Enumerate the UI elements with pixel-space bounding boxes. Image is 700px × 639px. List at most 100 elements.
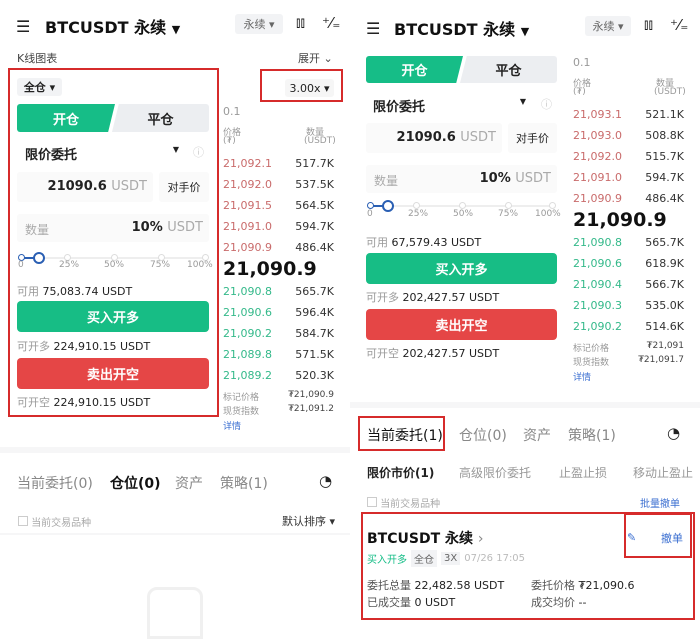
edit-icon[interactable]: ✎ [627, 531, 637, 544]
price-input[interactable]: 21090.6 USDT [17, 172, 153, 202]
order-type-select[interactable]: 限价委托 ▼ [373, 97, 526, 115]
bid-price[interactable]: 21,090.6 [573, 257, 622, 270]
details-link[interactable]: 详情 [223, 422, 242, 432]
quantity-slider[interactable] [367, 200, 556, 215]
margin-mode-select[interactable]: 全仓 ▾ [17, 78, 62, 96]
bid-price[interactable]: 21,089.8 [223, 348, 272, 361]
bid-price[interactable]: 21,090.2 [223, 327, 272, 340]
info-icon[interactable]: ⓘ [541, 98, 552, 111]
history-icon[interactable]: ◔ [667, 424, 681, 442]
counter-price-button[interactable]: 对手价 [159, 172, 209, 202]
subtab-advanced-limit[interactable]: 高级限价委托 [459, 466, 532, 480]
info-icon[interactable]: ⓘ [193, 146, 204, 159]
tab-positions[interactable]: 仓位(0) [110, 476, 161, 492]
bid-price[interactable]: 21,090.2 [573, 320, 622, 333]
total-label: 委托总量 [367, 579, 411, 592]
checkbox[interactable] [367, 497, 377, 507]
price-header: 价格 [573, 79, 592, 89]
quantity-slider[interactable] [18, 252, 209, 267]
right-screen: ☰ BTCUSDT 永续 ▼ 永续 ▾ ⫾⫾ ⁺⁄₌ 开仓 平仓 限价委托 ▼ ⓘ… [350, 0, 700, 639]
slider-label: 25% [408, 209, 429, 219]
qty-unit-header: (USDT) [304, 136, 336, 146]
tab-positions[interactable]: 仓位(0) [459, 428, 507, 444]
checkbox[interactable] [18, 516, 28, 526]
ask-price[interactable]: 21,093.0 [573, 129, 622, 142]
tab-open-position[interactable]: 开仓 [366, 56, 463, 83]
order-price-label: 委托价格 [531, 579, 575, 592]
sort-select[interactable]: 默认排序 ▾ [282, 515, 336, 528]
calculator-icon[interactable]: ⁺⁄₌ [322, 14, 341, 32]
ask-price[interactable]: 21,092.1 [223, 157, 272, 170]
sell-short-button[interactable]: 卖出开空 [17, 358, 209, 389]
order-type-select[interactable]: 限价委托 ▼ [25, 145, 179, 163]
tab-close-position[interactable]: 平仓 [460, 56, 557, 83]
slider-handle[interactable] [33, 252, 45, 264]
bid-price[interactable]: 21,090.6 [223, 306, 272, 319]
counter-price-button[interactable]: 对手价 [508, 123, 557, 153]
menu-icon[interactable]: ☰ [16, 17, 31, 36]
tab-open-position[interactable]: 开仓 [17, 104, 115, 132]
bid-price[interactable]: 21,089.2 [223, 369, 272, 382]
ask-price[interactable]: 21,093.1 [573, 108, 622, 121]
quantity-input[interactable]: 数量 10% USDT [366, 165, 557, 193]
calculator-icon[interactable]: ⁺⁄₌ [670, 16, 689, 34]
ask-price[interactable]: 21,091.0 [573, 171, 622, 184]
candlestick-icon[interactable]: ⫾⫾ [296, 15, 305, 31]
tab-strategies[interactable]: 策略(1) [220, 476, 268, 492]
precision-select[interactable]: 0.1 [573, 56, 591, 69]
index-price-label: 现货指数 [573, 358, 610, 368]
buy-long-button[interactable]: 买入开多 [17, 301, 209, 332]
order-card[interactable]: BTCUSDT 永续 › ✎ 撤单 买入开多 全仓 3X 07/26 17:05… [361, 512, 694, 620]
qty-header[interactable]: 数量 [306, 128, 325, 138]
tab-open-orders[interactable]: 当前委托(0) [17, 476, 93, 492]
last-price[interactable]: 21,090.9 [223, 258, 317, 280]
ask-price[interactable]: 21,092.0 [573, 150, 622, 163]
last-price[interactable]: 21,090.9 [573, 209, 667, 231]
tab-open-orders[interactable]: 当前委托(1) [367, 428, 443, 444]
quantity-unit: USDT [515, 171, 551, 186]
buy-long-button[interactable]: 买入开多 [366, 253, 557, 284]
ask-price[interactable]: 21,090.9 [223, 241, 272, 254]
contract-type-select[interactable]: 永续 ▾ [235, 14, 283, 34]
bid-price[interactable]: 21,090.8 [223, 285, 272, 298]
precision-select[interactable]: 0.1 [223, 105, 241, 118]
price-unit-header: (₮) [573, 87, 586, 97]
symbol-title[interactable]: BTCUSDT 永续 ▼ [394, 16, 529, 40]
bid-price[interactable]: 21,090.3 [573, 299, 622, 312]
slider-handle[interactable] [382, 200, 394, 212]
leverage-tag: 3X [441, 552, 461, 565]
contract-type-select[interactable]: 永续 ▾ [585, 16, 631, 36]
symbol-title[interactable]: BTCUSDT 永续 ▼ [45, 14, 180, 38]
expand-button[interactable]: 展开 ⌄ [298, 52, 333, 65]
batch-cancel-button[interactable]: 批量撤单 [640, 499, 680, 510]
ask-price[interactable]: 21,091.5 [223, 199, 272, 212]
tab-assets[interactable]: 资产 [523, 428, 551, 444]
leverage-select[interactable]: 3.00x ▾ [285, 79, 334, 97]
tab-assets[interactable]: 资产 [175, 476, 203, 492]
history-icon[interactable]: ◔ [319, 472, 333, 490]
available-value: 75,083.74 USDT [42, 285, 133, 298]
tab-strategies[interactable]: 策略(1) [568, 428, 616, 444]
menu-icon[interactable]: ☰ [366, 19, 381, 38]
subtab-limit-market[interactable]: 限价市价(1) [367, 466, 435, 480]
details-link[interactable]: 详情 [573, 373, 592, 383]
quantity-value: 10% [479, 171, 511, 186]
quantity-input[interactable]: 数量 10% USDT [17, 214, 209, 242]
current-symbol-filter[interactable]: 当前交易品种 [367, 495, 440, 510]
ask-price[interactable]: 21,090.9 [573, 192, 622, 205]
qty-header[interactable]: 数量 [656, 79, 675, 89]
bid-price[interactable]: 21,090.4 [573, 278, 622, 291]
order-symbol-link[interactable]: BTCUSDT 永续 › [367, 528, 483, 548]
current-symbol-filter[interactable]: 当前交易品种 [18, 514, 91, 529]
sell-short-button[interactable]: 卖出开空 [366, 309, 557, 340]
subtab-tp-sl[interactable]: 止盈止损 [559, 466, 608, 480]
cancel-order-button[interactable]: 撤单 [661, 532, 683, 545]
ask-price[interactable]: 21,091.0 [223, 220, 272, 233]
tab-close-position[interactable]: 平仓 [112, 104, 209, 132]
subtab-trailing-stop[interactable]: 移动止盈止 [633, 466, 694, 480]
price-input[interactable]: 21090.6 USDT [366, 123, 502, 153]
bid-price[interactable]: 21,090.8 [573, 236, 622, 249]
ask-price[interactable]: 21,092.0 [223, 178, 272, 191]
candlestick-icon[interactable]: ⫾⫾ [644, 17, 653, 33]
index-price-value: ₮21,091.2 [288, 404, 334, 414]
